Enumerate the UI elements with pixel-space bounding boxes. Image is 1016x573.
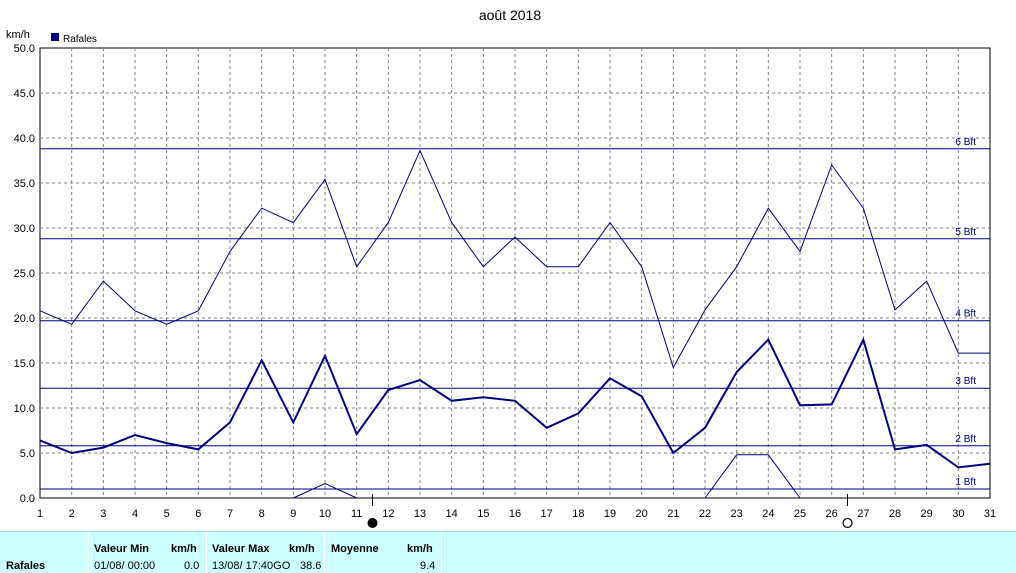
grid (39, 47, 991, 499)
series-lines (39, 149, 991, 499)
beaufort-label: 1 Bft (955, 477, 976, 488)
x-tick-label: 2 (69, 508, 75, 520)
y-axis-unit: km/h (6, 29, 30, 41)
y-tick-label: 10.0 (14, 403, 35, 415)
stats-max-unit: km/h (289, 543, 315, 555)
x-tick-label: 5 (164, 508, 170, 520)
stats-min-unit: km/h (171, 543, 197, 555)
stats-max-cell: Valeur Max km/h 13/08/ 17:40GO 38.6 (206, 532, 325, 573)
x-tick-label: 9 (290, 508, 296, 520)
x-tick-label: 28 (889, 508, 901, 520)
x-tick-label: 8 (259, 508, 265, 520)
x-tick-label: 15 (477, 508, 489, 520)
x-tick-label: 22 (699, 508, 711, 520)
stats-panel: Rafales Valeur Min km/h 01/08/ 00:00 0.0… (0, 531, 1016, 573)
series-line-thick (39, 336, 991, 469)
x-tick-label: 23 (731, 508, 743, 520)
moon-markers (367, 494, 853, 529)
y-tick-label: 5.0 (20, 448, 35, 460)
y-tick-label: 40.0 (14, 133, 35, 145)
x-tick-label: 1 (37, 508, 43, 520)
stats-min-date: 01/08/ 00:00 (94, 560, 156, 572)
beaufort-label: 3 Bft (955, 376, 976, 387)
x-tick-label: 25 (794, 508, 806, 520)
y-tick-label: 0.0 (20, 493, 35, 505)
x-tick-label: 27 (857, 508, 869, 520)
stats-avg-value: 9.4 (420, 560, 436, 572)
stats-avg-header: Moyenne (331, 543, 379, 555)
x-tick-label: 10 (319, 508, 331, 520)
y-tick-label: 30.0 (14, 223, 35, 235)
x-tick-label: 26 (826, 508, 838, 520)
beaufort-lines: 1 Bft 2 Bft 3 Bft 4 Bft 5 Bft 6 Bft (40, 137, 990, 490)
x-tick-label: 31 (984, 508, 996, 520)
y-tick-label: 15.0 (14, 358, 35, 370)
x-tick-label: 24 (762, 508, 774, 520)
y-tick-label: 20.0 (14, 313, 35, 325)
x-tick-label: 16 (509, 508, 521, 520)
stats-max-value: 38.6 (300, 560, 322, 572)
wind-chart: août 2018 km/h Rafales 1 Bft 2 Bft 3 Bft 4 … (6, 7, 997, 529)
series-line-thin-upper (39, 149, 990, 369)
x-tick-label: 30 (952, 508, 964, 520)
new-moon-icon (367, 518, 378, 528)
beaufort-label: 6 Bft (955, 137, 976, 148)
stats-avg-unit: km/h (407, 543, 433, 555)
stats-max-header: Valeur Max (212, 543, 270, 555)
x-tick-label: 3 (100, 508, 106, 520)
legend-label: Rafales (63, 34, 97, 45)
x-tick-label: 12 (382, 508, 394, 520)
stats-min-value: 0.0 (184, 560, 200, 572)
x-tick-label: 13 (414, 508, 426, 520)
x-tick-label: 17 (541, 508, 553, 520)
y-tick-label: 50.0 (14, 43, 35, 55)
axes: 0.0 5.0 10.0 15.0 20.0 25.0 30.0 35.0 40.0 45.0 50… (14, 43, 997, 520)
full-moon-icon (842, 517, 853, 529)
x-tick-label: 18 (572, 508, 584, 520)
x-tick-label: 4 (132, 508, 138, 520)
beaufort-label: 2 Bft (955, 434, 976, 445)
x-tick-label: 20 (636, 508, 648, 520)
stats-max-date: 13/08/ 17:40GO (212, 560, 291, 572)
x-tick-label: 6 (195, 508, 201, 520)
chart-title: août 2018 (479, 7, 541, 23)
stats-min-cell: Valeur Min km/h 01/08/ 00:00 0.0 (88, 532, 207, 573)
y-tick-label: 45.0 (14, 88, 35, 100)
x-tick-label: 11 (351, 508, 362, 520)
beaufort-label: 4 Bft (955, 309, 976, 320)
stats-min-header: Valeur Min (94, 543, 150, 555)
beaufort-label: 5 Bft (955, 227, 976, 238)
y-tick-label: 35.0 (14, 178, 35, 190)
stats-series-label: Rafales (6, 560, 46, 572)
x-tick-label: 7 (227, 508, 233, 520)
stats-avg-cell: Moyenne km/h 9.4 (324, 532, 442, 573)
series-line-thin-lower (293, 483, 357, 499)
y-tick-label: 25.0 (14, 268, 35, 280)
series-line-thin-lower (704, 454, 801, 499)
x-tick-label: 29 (921, 508, 933, 520)
x-tick-label: 21 (667, 508, 679, 520)
x-tick-label: 19 (604, 508, 616, 520)
legend-swatch (51, 33, 59, 41)
x-tick-label: 14 (446, 508, 458, 520)
